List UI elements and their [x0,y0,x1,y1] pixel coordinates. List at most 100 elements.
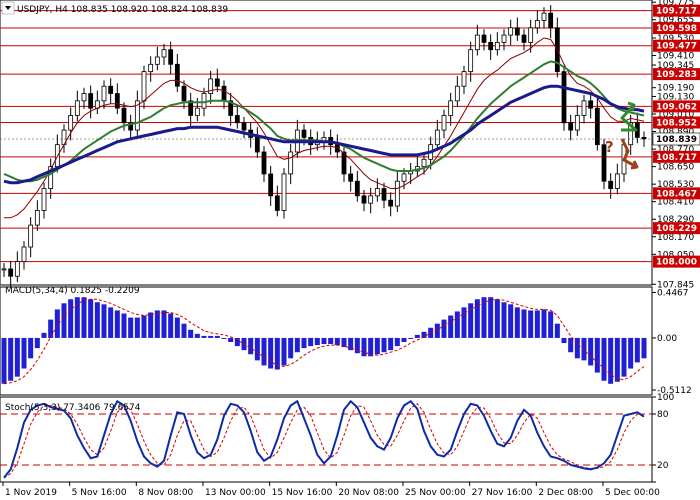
macd-histogram-bar [341,337,347,348]
macd-histogram-bar [401,337,407,343]
macd-histogram-bar [248,337,254,355]
macd-panel-title: MACD(5,34,4) 0.1825 -0.2209 [5,286,140,296]
macd-histogram-bar [21,337,27,369]
level-label: 109.598 [656,24,697,34]
macd-histogram-bar [201,335,207,338]
price-y-tick: 109.190 [657,84,694,94]
macd-histogram-bar [608,337,614,384]
macd-histogram-bar [101,304,107,338]
candle-body [628,122,634,146]
candle-body [461,71,467,87]
macd-histogram-bar [28,337,34,359]
macd-histogram-bar [374,337,380,355]
stoch-y-tick: 20 [657,461,669,471]
price-y-tick: 108.170 [657,233,694,243]
stoch-panel-title: Stoch(5,3,3) 77.3406 79.6574 [5,403,141,413]
up-forecast-arrow-icon [620,101,638,132]
x-tick-label: 5 Nov 16:00 [72,488,127,498]
macd-histogram-bar [368,337,374,357]
price-y-tick: 109.775 [657,0,694,8]
macd-histogram-bar [454,311,460,338]
level-label-badge [653,150,700,163]
macd-histogram-bar [8,337,14,381]
macd-histogram-bar [634,337,640,363]
macd-histogram-bar [161,310,167,338]
macd-histogram-bar [88,299,94,338]
price-y-tick: 108.770 [657,145,694,155]
macd-histogram-bar [501,302,507,338]
macd-histogram-bar [254,337,260,361]
macd-histogram-bar [174,317,180,338]
macd-histogram-bar [441,319,447,338]
macd-histogram-bar [294,337,300,353]
level-label: 108.229 [656,224,697,234]
macd-histogram-bar [141,315,147,338]
candle-body [188,100,194,116]
candle-body [388,199,394,207]
level-label-badge [653,222,700,235]
candle-body [201,93,207,109]
candle-body [301,129,307,138]
stoch-y-tick: 100 [657,393,674,403]
candle-body [48,166,54,189]
candle-body [448,100,454,116]
macd-histogram-bar [414,334,420,338]
price-y-tick: 108.650 [657,163,694,173]
moving-average-thin [4,37,645,219]
macd-histogram-bar [488,297,494,338]
price-y-tick: 108.890 [657,128,694,138]
stoch-y-tick: 80 [657,410,669,420]
macd-histogram-bar [181,323,187,338]
price-y-tick: 108.410 [657,198,694,208]
macd-histogram-bar [114,310,120,338]
macd-y-tick: -0.5112 [657,386,692,396]
macd-histogram-bar [148,312,154,338]
level-label: 109.477 [656,42,697,52]
candle-body [468,49,474,73]
macd-histogram-bar [61,303,67,338]
current-price-badge [652,132,700,146]
candle-body [481,34,487,43]
candle-body [88,93,94,109]
macd-histogram-bar [561,337,567,344]
candle-body [74,100,80,116]
price-y-tick: 109.655 [657,16,694,26]
macd-histogram-bar [314,337,320,346]
macd-histogram-bar [288,337,294,359]
candle-body [454,85,460,102]
price-y-tick: 109.530 [657,34,694,44]
macd-histogram-bar [468,303,474,338]
candle-body [401,173,407,182]
candle-body [588,100,594,109]
candle-body [194,107,200,116]
macd-histogram-bar [334,337,340,346]
candle-body [641,136,647,140]
macd-histogram-bar [421,331,427,338]
candle-body [568,122,574,131]
macd-plot-frame [0,286,653,396]
level-label: 108.717 [656,153,697,163]
candle-body [1,268,7,271]
price-y-tick: 108.290 [657,215,694,225]
candle-body [341,151,347,175]
macd-histogram-bar [221,337,227,339]
candle-body [381,188,387,201]
candle-body [141,71,147,102]
macd-histogram-bar [1,337,7,384]
candle-body [221,85,227,102]
macd-histogram-bar [548,311,554,338]
price-y-tick: 107.845 [657,280,694,290]
level-label-badge [653,22,700,35]
candle-body [614,173,620,189]
macd-histogram-bar [348,337,354,351]
macd-histogram-bar [308,337,314,347]
macd-histogram-bar [74,297,80,338]
macd-histogram-bar [81,297,87,338]
macd-histogram-bar [194,333,200,338]
candle-body [208,78,214,94]
macd-y-tick: 0.4467 [657,288,689,298]
price-panel-title: USDJPY, H4 108.835 108.920 108.824 108.8… [17,5,228,15]
candle-body [154,56,160,65]
